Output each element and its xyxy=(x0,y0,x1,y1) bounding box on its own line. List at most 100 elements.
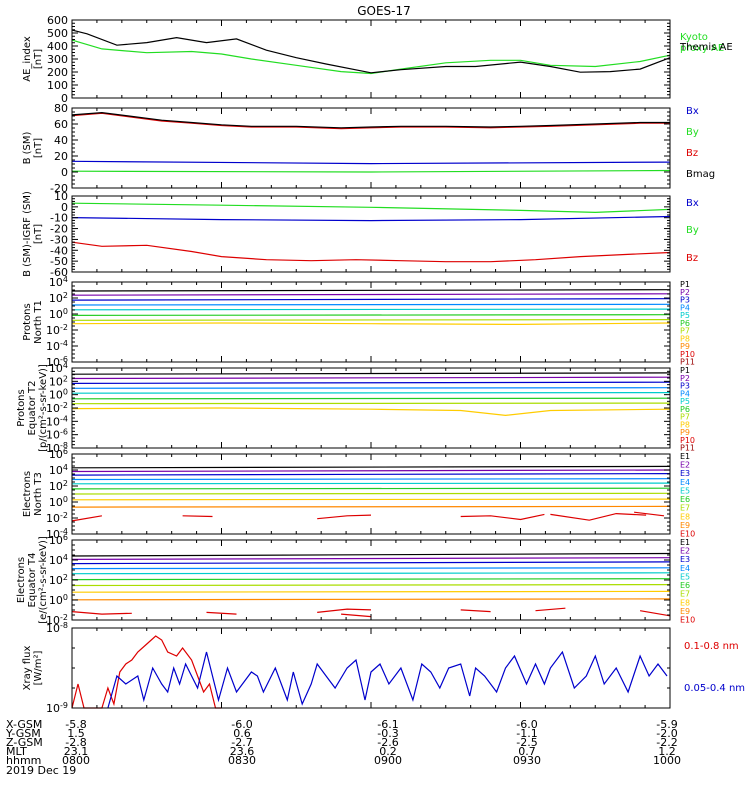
y-tick-label: 104 xyxy=(49,463,68,477)
legend-pn-p6: P6 xyxy=(680,319,690,328)
legend-ee-e3: E3 xyxy=(680,555,690,564)
series-ee-e8 xyxy=(71,590,671,593)
y-tick-label: 300 xyxy=(47,53,68,66)
series-ee-e9 xyxy=(71,598,671,601)
series-pe-p7 xyxy=(71,402,671,405)
y-tick-label: 106 xyxy=(49,533,68,547)
ephemeris-value: -1.1 xyxy=(516,727,537,740)
legend-ee-e6: E6 xyxy=(680,581,690,590)
series-en-e10-seg2 xyxy=(317,514,372,520)
legend-pn-p9: P9 xyxy=(680,342,690,351)
legend-pe-p6: P6 xyxy=(680,405,690,414)
series-en-e10-seg1 xyxy=(182,515,213,518)
series-en-e10-seg4 xyxy=(460,513,545,521)
ephemeris-value: 23.1 xyxy=(64,745,89,758)
series-ee-e4 xyxy=(71,567,671,570)
legend-bsm-by: By xyxy=(686,127,699,138)
series-xray-0-05-0-4-nm xyxy=(107,650,668,709)
y-tick-label: 10-4 xyxy=(46,339,68,353)
legend-en-e4: E4 xyxy=(680,478,690,487)
legend-bigrf-bx: Bx xyxy=(686,198,699,209)
ephemeris-label-y-gsm: Y-GSM xyxy=(5,727,41,740)
legend-bsm-bz: Bz xyxy=(686,148,698,159)
legend-en-e6: E6 xyxy=(680,495,690,504)
series-pn-p1 xyxy=(71,289,671,292)
series-en-e3 xyxy=(71,473,671,476)
series-ee-e5 xyxy=(71,572,671,575)
ephemeris-label-hhmm: hhmm xyxy=(6,754,41,767)
series-ae-kyoto-proxy-ae xyxy=(71,39,671,75)
legend-en-e5: E5 xyxy=(680,486,690,495)
y-tick-label: 104 xyxy=(49,553,68,567)
legend-en-e3: E3 xyxy=(680,469,690,478)
legend-ae-kyoto-proxy-ae: Kyoto proxy AE xyxy=(680,32,724,54)
legend-bigrf-by: By xyxy=(686,225,699,236)
y-tick-label: 102 xyxy=(49,573,68,587)
y-axis-label: Xray flux[W/m²] xyxy=(22,646,44,691)
series-pn-p3 xyxy=(71,298,671,301)
series-bigrf-bz xyxy=(71,241,671,263)
series-bsm-bx xyxy=(71,160,671,165)
ephemeris-value: 1.5 xyxy=(67,727,85,740)
series-ee-e10-seg3 xyxy=(341,613,372,618)
legend-pn-p1: P1 xyxy=(680,280,690,289)
legend-en-e8: E8 xyxy=(680,512,690,521)
ephemeris-value: 0.6 xyxy=(233,727,251,740)
series-bsm-bmag xyxy=(71,111,670,129)
legend-pe-p8: P8 xyxy=(680,420,690,429)
series-en-e5 xyxy=(71,482,671,485)
y-tick-label: 100 xyxy=(49,593,68,607)
ephemeris-value: 0800 xyxy=(62,754,90,767)
legend-pe-p5: P5 xyxy=(680,397,690,406)
ephemeris-value: 0.7 xyxy=(518,745,536,758)
series-en-e4 xyxy=(71,478,671,481)
y-tick-label: 10-9 xyxy=(46,701,68,715)
legend-ee-e9: E9 xyxy=(680,607,690,616)
y-tick-label: 200 xyxy=(47,66,68,79)
y-axis-label: ProtonsEquator T2[p/(cm²-s-sr-keV)] xyxy=(16,364,49,452)
y-axis-label: ElectronsNorth T3 xyxy=(22,471,44,517)
ephemeris-table: X-GSM -5.8 -6.0 -6.1 -6.0 -5.9 Y-GSM 1.5 0.6 -0.3… xyxy=(5,718,681,767)
panel-bigrf: 100-10-20-30-40-50-60 B (SM)-IGRF (SM)[nT… xyxy=(22,190,699,279)
series-en-e10-seg0 xyxy=(71,515,103,522)
legend-en-e10: E10 xyxy=(680,530,695,539)
legend-xray-0-1-0-8-nm: 0.1-0.8 nm xyxy=(684,641,739,652)
y-tick-label: 10-2 xyxy=(46,511,68,525)
y-tick-label: 500 xyxy=(47,27,68,40)
legend-en-e1: E1 xyxy=(680,452,690,461)
series-en-e6 xyxy=(71,487,671,490)
series-en-e10-seg3 xyxy=(550,512,647,521)
series-en-e8 xyxy=(71,498,671,501)
ephemeris-value: -2.0 xyxy=(656,727,677,740)
series-pe-p6 xyxy=(71,397,671,400)
series-pn-p2 xyxy=(71,293,671,296)
legend-pe-p2: P2 xyxy=(680,374,690,383)
y-axis-label: ElectronsEquator T4[e/(cm²-s-sr-keV)] xyxy=(16,536,49,624)
y-tick-label: 10 xyxy=(54,190,68,203)
legend-en-e7: E7 xyxy=(680,504,690,513)
series-ee-e10-seg4 xyxy=(460,609,491,613)
legend-pe-p3: P3 xyxy=(680,382,690,391)
y-tick-label: 0 xyxy=(61,166,68,179)
series-ee-e10-seg2 xyxy=(317,608,372,613)
legend-ee-e4: E4 xyxy=(680,564,690,573)
y-tick-label: 102 xyxy=(49,291,68,305)
y-tick-label: -30 xyxy=(50,233,68,246)
y-tick-label: 40 xyxy=(54,134,68,147)
series-bigrf-by xyxy=(71,202,671,214)
series-ee-e7 xyxy=(71,583,671,587)
y-tick-label: -20 xyxy=(50,223,68,236)
legend-bsm-bmag: Bmag xyxy=(686,169,715,180)
ephemeris-value: -2.5 xyxy=(516,736,537,749)
series-ee-e6 xyxy=(71,578,671,581)
series-pe-p4 xyxy=(71,387,671,389)
y-tick-label: 10-6 xyxy=(46,428,68,442)
series-ee-e1 xyxy=(71,552,671,557)
series-xray-0-1-0-8-nm xyxy=(71,635,222,709)
y-axis-label: B (SM)[nT] xyxy=(22,131,44,164)
